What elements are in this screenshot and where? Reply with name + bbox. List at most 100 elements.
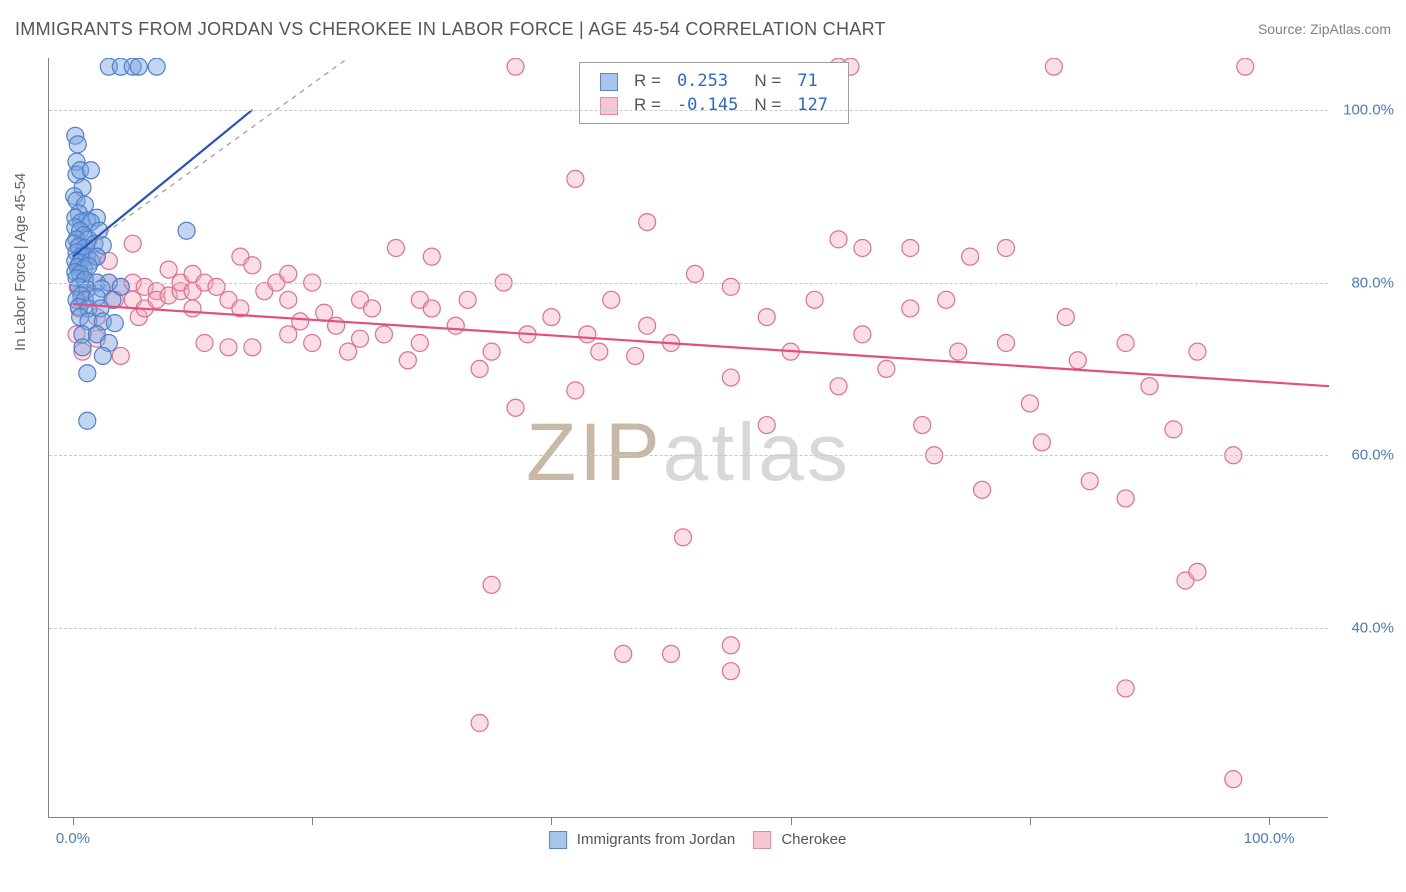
data-point bbox=[70, 257, 87, 274]
data-point bbox=[1117, 335, 1134, 352]
data-point bbox=[950, 343, 967, 360]
data-point bbox=[722, 663, 739, 680]
gridline bbox=[49, 455, 1328, 456]
y-tick-label: 40.0% bbox=[1334, 620, 1394, 637]
data-point bbox=[124, 291, 141, 308]
data-point bbox=[82, 214, 99, 231]
data-point bbox=[316, 304, 333, 321]
data-point bbox=[82, 162, 99, 179]
data-point bbox=[1081, 473, 1098, 490]
data-point bbox=[68, 192, 85, 209]
data-point bbox=[280, 265, 297, 282]
data-point bbox=[974, 481, 991, 498]
data-point bbox=[1237, 58, 1254, 75]
data-point bbox=[627, 347, 644, 364]
data-point bbox=[423, 248, 440, 265]
data-point bbox=[130, 309, 147, 326]
data-point bbox=[80, 313, 97, 330]
plot-area: ZIPatlas R = 0.253N = 71R =-0.145N =127 … bbox=[48, 58, 1328, 818]
y-tick-label: 100.0% bbox=[1334, 101, 1394, 118]
data-point bbox=[806, 291, 823, 308]
data-point bbox=[68, 326, 85, 343]
data-point bbox=[686, 265, 703, 282]
data-point bbox=[567, 170, 584, 187]
data-point bbox=[220, 291, 237, 308]
data-point bbox=[124, 58, 141, 75]
data-point bbox=[1057, 309, 1074, 326]
data-point bbox=[74, 179, 91, 196]
data-point bbox=[830, 378, 847, 395]
data-point bbox=[104, 291, 121, 308]
source-label: Source: ZipAtlas.com bbox=[1258, 21, 1391, 37]
data-point bbox=[79, 412, 96, 429]
data-point bbox=[722, 369, 739, 386]
data-point bbox=[67, 219, 84, 236]
data-point bbox=[68, 166, 85, 183]
data-point bbox=[88, 248, 105, 265]
chart-title: IMMIGRANTS FROM JORDAN VS CHEROKEE IN LA… bbox=[15, 19, 886, 40]
data-point bbox=[411, 291, 428, 308]
data-point bbox=[459, 291, 476, 308]
data-point bbox=[148, 291, 165, 308]
data-point bbox=[148, 58, 165, 75]
data-point bbox=[67, 209, 84, 226]
data-point bbox=[567, 382, 584, 399]
data-point bbox=[1177, 572, 1194, 589]
data-point bbox=[1117, 490, 1134, 507]
data-point bbox=[73, 248, 90, 265]
data-point bbox=[256, 283, 273, 300]
data-point bbox=[399, 352, 416, 369]
data-point bbox=[854, 240, 871, 257]
watermark: ZIPatlas bbox=[526, 406, 851, 500]
data-point bbox=[160, 261, 177, 278]
data-point bbox=[66, 235, 83, 252]
data-point bbox=[962, 248, 979, 265]
data-point bbox=[72, 254, 89, 271]
data-point bbox=[94, 347, 111, 364]
data-point bbox=[758, 309, 775, 326]
legend-item: Cherokee bbox=[735, 831, 846, 848]
data-point bbox=[80, 300, 97, 317]
data-point bbox=[663, 645, 680, 662]
x-tick bbox=[312, 817, 313, 825]
data-point bbox=[80, 231, 97, 248]
data-point bbox=[100, 58, 117, 75]
data-point bbox=[1045, 58, 1062, 75]
data-point bbox=[70, 238, 87, 255]
data-point bbox=[1117, 680, 1134, 697]
x-tick bbox=[73, 817, 74, 825]
data-point bbox=[423, 300, 440, 317]
data-point bbox=[352, 291, 369, 308]
data-point bbox=[1141, 378, 1158, 395]
data-point bbox=[80, 258, 97, 275]
data-point bbox=[68, 291, 85, 308]
data-point bbox=[94, 313, 111, 330]
data-point bbox=[471, 715, 488, 732]
data-point bbox=[69, 259, 86, 276]
data-point bbox=[70, 240, 87, 257]
data-point bbox=[519, 326, 536, 343]
data-point bbox=[232, 248, 249, 265]
scatter-svg bbox=[49, 58, 1329, 818]
data-point bbox=[280, 326, 297, 343]
data-point bbox=[938, 291, 955, 308]
y-tick-label: 80.0% bbox=[1334, 274, 1394, 291]
x-tick bbox=[791, 817, 792, 825]
data-point bbox=[67, 127, 84, 144]
data-point bbox=[73, 287, 90, 304]
data-point bbox=[663, 335, 680, 352]
data-point bbox=[1021, 395, 1038, 412]
data-point bbox=[70, 298, 87, 315]
data-point bbox=[483, 343, 500, 360]
data-point bbox=[758, 417, 775, 434]
data-point bbox=[1165, 421, 1182, 438]
legend-stat-row: R =-0.145N =127 bbox=[592, 93, 836, 117]
data-point bbox=[68, 153, 85, 170]
data-point bbox=[375, 326, 392, 343]
data-point bbox=[208, 278, 225, 295]
data-point bbox=[914, 417, 931, 434]
data-point bbox=[878, 360, 895, 377]
data-point bbox=[130, 58, 147, 75]
data-point bbox=[782, 343, 799, 360]
data-point bbox=[172, 283, 189, 300]
